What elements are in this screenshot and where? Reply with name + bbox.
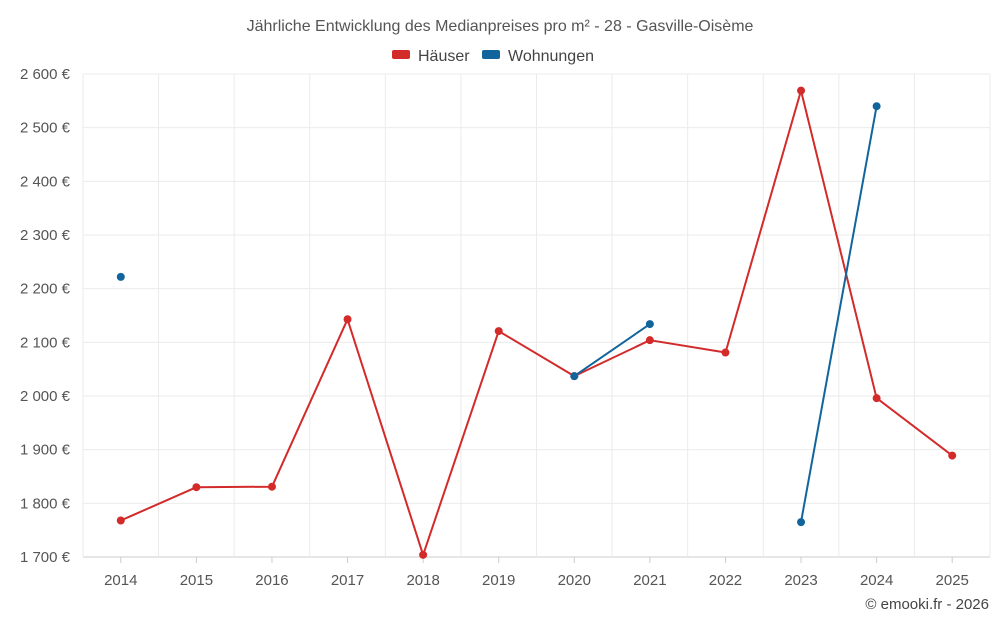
x-tick-label: 2017 <box>331 572 364 589</box>
data-point-h-user[interactable] <box>419 550 428 559</box>
y-tick-label: 2 400 € <box>20 173 71 190</box>
y-tick-label: 2 100 € <box>20 334 71 351</box>
data-point-h-user[interactable] <box>721 348 730 357</box>
credit-text: © emooki.fr - 2026 <box>865 596 989 613</box>
data-point-wohnungen[interactable] <box>645 320 654 329</box>
y-tick-label: 2 500 € <box>20 120 71 137</box>
data-point-wohnungen[interactable] <box>872 102 881 111</box>
series-line-h-user <box>120 89 953 556</box>
data-point-h-user[interactable] <box>343 315 352 324</box>
data-point-h-user[interactable] <box>872 394 881 403</box>
data-point-h-user[interactable] <box>192 483 201 492</box>
series-line-wohnungen <box>800 106 878 523</box>
data-point-wohnungen[interactable] <box>116 272 125 281</box>
legend-item-wohnungen[interactable]: Wohnungen <box>482 48 594 65</box>
y-tick-label: 2 600 € <box>20 66 71 83</box>
x-tick-label: 2015 <box>180 572 213 589</box>
chart-title: Jährliche Entwicklung des Medianpreises … <box>247 18 754 35</box>
x-tick-label: 2022 <box>709 572 742 589</box>
data-point-wohnungen[interactable] <box>570 372 579 381</box>
x-tick-label: 2021 <box>633 572 666 589</box>
legend-swatch <box>392 50 410 59</box>
data-point-h-user[interactable] <box>267 482 276 491</box>
y-tick-label: 2 200 € <box>20 281 71 298</box>
series-line-wohnungen <box>573 323 651 377</box>
data-point-h-user[interactable] <box>494 327 503 336</box>
x-axis: 2014 2015 2016 2017 2018 2019 2020 2021 2022 2023… <box>104 557 969 589</box>
data-point-h-user[interactable] <box>645 336 654 345</box>
data-point-h-user[interactable] <box>797 86 806 95</box>
y-tick-label: 2 000 € <box>20 388 71 405</box>
y-tick-label: 1 900 € <box>20 442 71 459</box>
data-point-h-user[interactable] <box>116 516 125 525</box>
y-tick-label: 2 300 € <box>20 227 71 244</box>
y-tick-label: 1 700 € <box>20 549 71 566</box>
x-tick-label: 2020 <box>558 572 591 589</box>
x-tick-label: 2023 <box>784 572 817 589</box>
series-lines <box>120 89 953 556</box>
legend: Häuser Wohnungen <box>392 48 594 65</box>
legend-label: Häuser <box>418 48 470 65</box>
data-point-wohnungen[interactable] <box>797 518 806 527</box>
y-tick-label: 1 800 € <box>20 495 71 512</box>
x-tick-label: 2016 <box>255 572 288 589</box>
legend-swatch <box>482 50 500 59</box>
y-axis: 1 700 € 1 800 € 1 900 € 2 000 € 2 100 € 2 200… <box>20 66 71 566</box>
x-tick-label: 2014 <box>104 572 137 589</box>
legend-label: Wohnungen <box>508 48 594 65</box>
x-tick-label: 2019 <box>482 572 515 589</box>
data-point-h-user[interactable] <box>948 451 957 460</box>
legend-item-h-user[interactable]: Häuser <box>392 48 470 65</box>
grid <box>82 73 991 558</box>
x-tick-label: 2024 <box>860 572 893 589</box>
series-points <box>116 86 957 559</box>
x-tick-label: 2018 <box>406 572 439 589</box>
x-tick-label: 2025 <box>936 572 969 589</box>
